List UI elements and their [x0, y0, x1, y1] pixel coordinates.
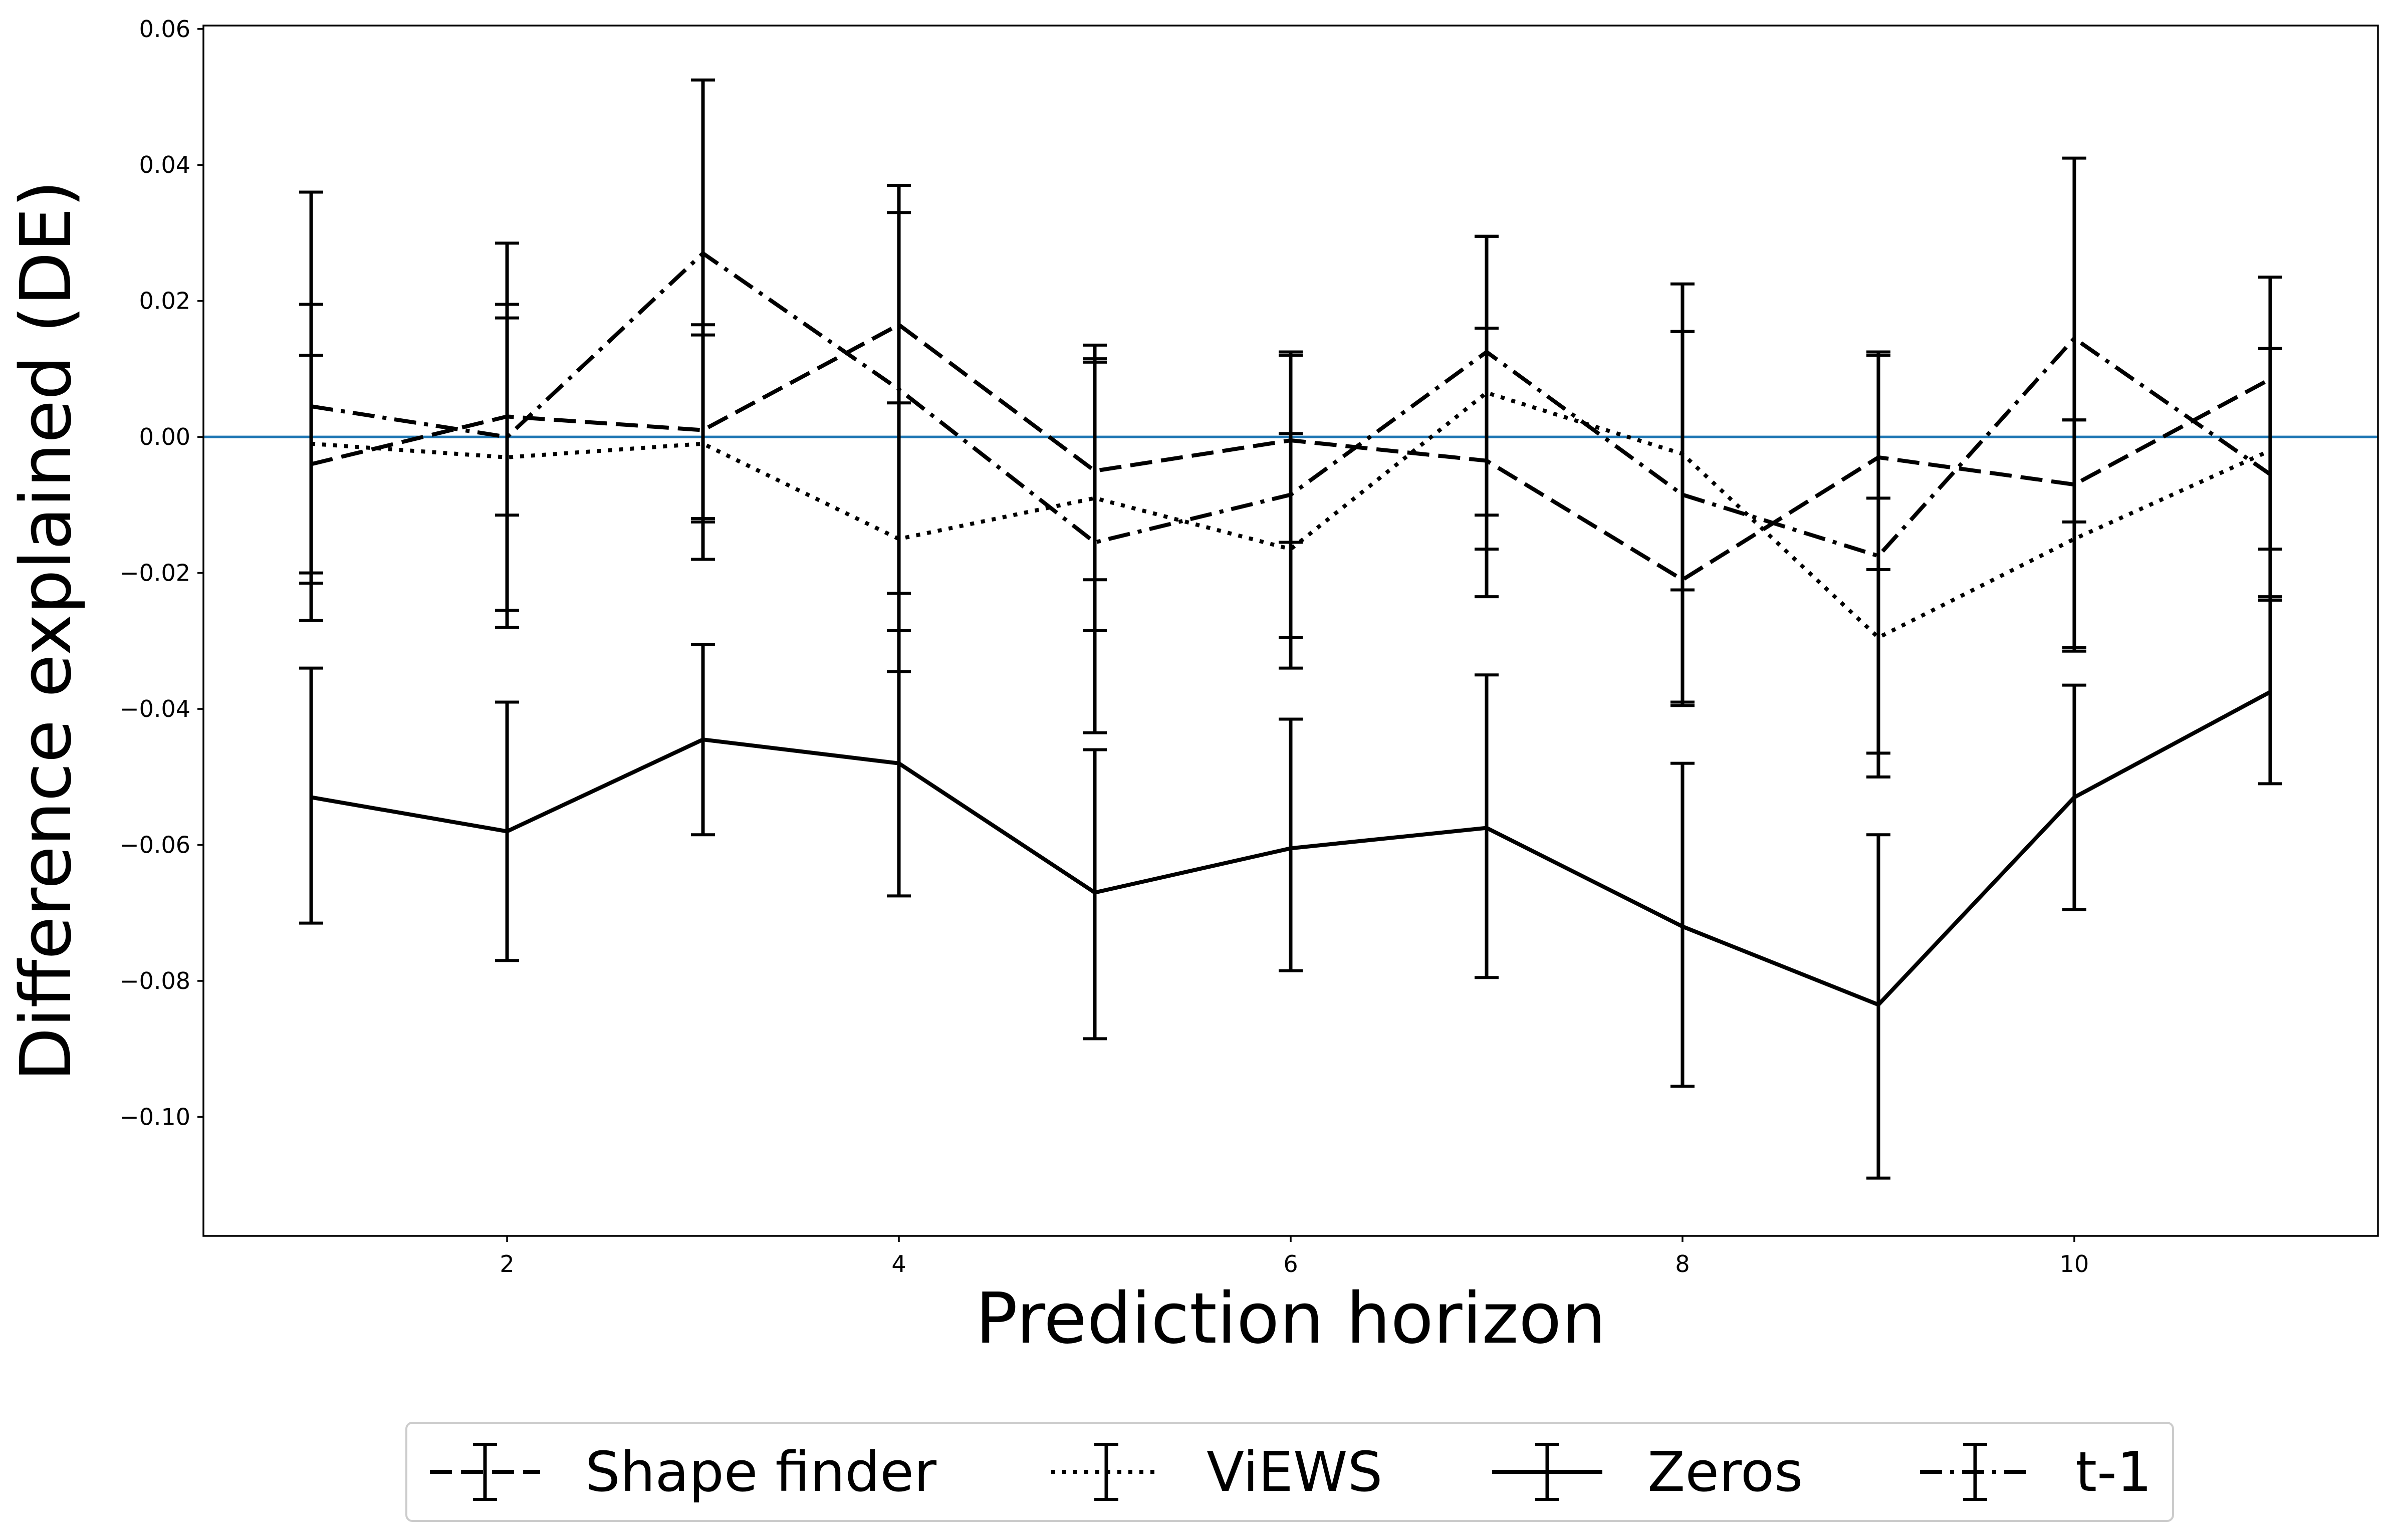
series-layer	[299, 78, 2282, 1180]
y-tick-label: −0.02	[120, 560, 190, 587]
y-tick-label: 0.02	[139, 288, 190, 315]
legend-label: ViEWS	[1207, 1440, 1382, 1504]
y-tick-label: −0.04	[120, 695, 190, 722]
legend-label: Shape finder	[585, 1440, 937, 1504]
legend-entry-shape-finder: Shape finder	[430, 1440, 937, 1504]
legend: Shape finder ViEWS Zeros t-1	[405, 1422, 2174, 1522]
y-axis-ticks: 0.06 0.04 0.02 0.00 −0.02 −0.04 −0.06 −0.08 −0.1…	[120, 16, 203, 1130]
y-axis-label: Difference explained (DE)	[6, 180, 87, 1082]
y-tick-label: 0.06	[139, 16, 190, 43]
y-tick-label: 0.04	[139, 151, 190, 178]
legend-frame	[405, 1422, 2174, 1522]
series-zeros	[299, 598, 2282, 1180]
x-axis-ticks: 2 4 6 8 10	[500, 1236, 2089, 1277]
x-tick-label: 8	[1675, 1250, 1690, 1277]
legend-label: t-1	[2075, 1440, 2152, 1504]
series-line-views	[311, 390, 2271, 640]
y-tick-label: −0.10	[120, 1103, 190, 1130]
legend-entry-zeros: Zeros	[1492, 1440, 1803, 1504]
legend-entry-t-1: t-1	[1920, 1440, 2152, 1504]
series-t-1	[299, 156, 2282, 704]
y-tick-label: 0.00	[139, 423, 190, 450]
x-axis-label: Prediction horizon	[976, 1278, 1606, 1360]
legend-label: Zeros	[1647, 1440, 1803, 1504]
x-tick-label: 2	[500, 1250, 514, 1277]
y-tick-label: −0.06	[120, 832, 190, 859]
y-tick-label: −0.08	[120, 967, 190, 994]
legend-entry-views: ViEWS	[1051, 1440, 1382, 1504]
x-tick-label: 6	[1283, 1250, 1298, 1277]
x-tick-label: 4	[891, 1250, 906, 1277]
x-tick-label: 10	[2060, 1250, 2089, 1277]
